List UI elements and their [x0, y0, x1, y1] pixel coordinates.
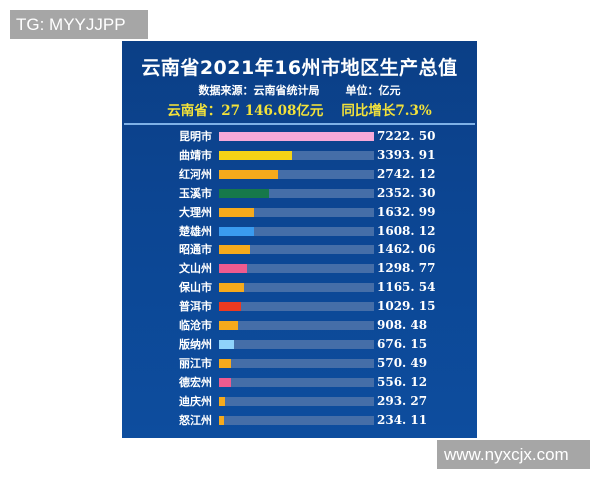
bar-fill	[219, 377, 231, 387]
bar-row: 昭通市 1462. 06	[122, 240, 477, 259]
bar-label: 玉溪市	[179, 186, 212, 200]
watermark-top: TG: MYYJJPP	[10, 10, 148, 39]
bar-row: 红河州 2742. 12	[122, 165, 477, 184]
watermark-bottom: www.nyxcjx.com	[437, 440, 590, 469]
bar-value: 556. 12	[377, 374, 428, 389]
bar-row: 曲靖市 3393. 91	[122, 146, 477, 165]
bar-fill	[219, 245, 251, 255]
bar-track	[219, 377, 374, 387]
bar-label: 丽江市	[179, 356, 212, 370]
bar-label: 普洱市	[179, 300, 212, 314]
bar-label: 保山市	[179, 281, 212, 295]
bar-fill	[219, 396, 226, 406]
bar-label: 临沧市	[179, 319, 212, 332]
bar-row: 版纳州 676. 15	[122, 335, 477, 354]
bar-track	[219, 415, 374, 425]
bar-fill	[219, 150, 292, 160]
bar-label: 德宏州	[179, 375, 212, 389]
bar-label: 昭通市	[179, 243, 212, 257]
bar-row: 普洱市 1029. 15	[122, 297, 477, 316]
bar-fill	[219, 339, 234, 349]
bar-row: 保山市 1165. 54	[122, 278, 477, 297]
bar-value: 676. 15	[377, 336, 428, 351]
bar-fill	[219, 207, 255, 217]
bar-value: 1608. 12	[377, 223, 436, 238]
chart-summary: 云南省：27 146.08亿元 同比增长7.3%	[122, 99, 477, 119]
bar-fill	[219, 302, 242, 312]
bar-label: 迪庆州	[179, 394, 212, 408]
bar-track	[219, 226, 374, 236]
bar-track	[219, 207, 374, 217]
bar-value: 1462. 06	[377, 242, 436, 257]
bar-row: 丽江市 570. 49	[122, 354, 477, 373]
bar-track	[219, 150, 374, 160]
source-text: 数据来源：云南省统计局	[198, 84, 320, 97]
bar-row: 玉溪市 2352. 30	[122, 184, 477, 203]
bar-fill	[219, 358, 232, 368]
bar-fill	[219, 264, 247, 274]
bar-label: 曲靖市	[179, 148, 212, 162]
bar-value: 1029. 15	[377, 299, 436, 314]
bar-fill	[219, 226, 254, 236]
bar-row: 大理州 1632. 99	[122, 203, 477, 222]
bar-row: 文山州 1298. 77	[122, 259, 477, 278]
bar-row: 昆明市 7222. 50	[122, 127, 477, 146]
bar-label: 昆明市	[179, 130, 212, 143]
bar-fill	[219, 132, 374, 141]
bar-track	[219, 132, 374, 141]
bar-track	[219, 245, 374, 255]
header-divider	[124, 123, 475, 125]
chart-subtitle: 数据来源：云南省统计局 单位：亿元	[122, 82, 477, 98]
bar-track	[219, 302, 374, 312]
bar-track	[219, 321, 374, 330]
bar-row: 临沧市 908. 48	[122, 316, 477, 335]
chart-title: 云南省2021年16州市地区生产总值	[141, 57, 458, 79]
chart-panel: 云南省2021年16州市地区生产总值 数据来源：云南省统计局 单位：亿元 云南省：…	[122, 41, 477, 438]
bar-track	[219, 339, 374, 349]
bar-fill	[219, 169, 278, 179]
bar-track	[219, 188, 374, 198]
bar-label: 红河州	[179, 167, 212, 181]
bar-row: 楚雄州 1608. 12	[122, 222, 477, 241]
bar-fill	[219, 321, 239, 330]
growth-text: 同比增长7.3%	[341, 103, 432, 119]
bar-fill	[219, 415, 225, 425]
bar-value: 570. 49	[377, 355, 428, 370]
bar-row: 怒江州 234. 11	[122, 411, 477, 430]
bar-value: 1165. 54	[377, 280, 436, 295]
bar-track	[219, 396, 374, 406]
bar-value: 2742. 12	[377, 166, 436, 181]
bar-value: 1298. 77	[377, 261, 436, 276]
bar-value: 908. 48	[377, 318, 428, 332]
bar-label: 版纳州	[179, 337, 212, 351]
unit-text: 单位：亿元	[345, 84, 401, 97]
bar-track	[219, 358, 374, 368]
bar-label: 大理州	[179, 205, 212, 219]
bar-track	[219, 283, 374, 293]
bar-track	[219, 264, 374, 274]
bar-value: 7222. 50	[377, 129, 436, 143]
bar-row: 迪庆州 293. 27	[122, 392, 477, 411]
bar-fill	[219, 283, 244, 293]
bar-label: 楚雄州	[179, 224, 212, 238]
bar-track	[219, 169, 374, 179]
bar-value: 1632. 99	[377, 204, 436, 219]
bar-value: 2352. 30	[377, 185, 436, 200]
bar-value: 234. 11	[377, 412, 428, 427]
bar-value: 3393. 91	[377, 147, 436, 162]
bar-value: 293. 27	[377, 393, 428, 408]
bar-row: 德宏州 556. 12	[122, 373, 477, 392]
total-text: 云南省：27 146.08亿元	[167, 103, 324, 119]
bar-fill	[219, 188, 270, 198]
bar-label: 怒江州	[179, 413, 212, 427]
bar-label: 文山州	[179, 262, 212, 276]
